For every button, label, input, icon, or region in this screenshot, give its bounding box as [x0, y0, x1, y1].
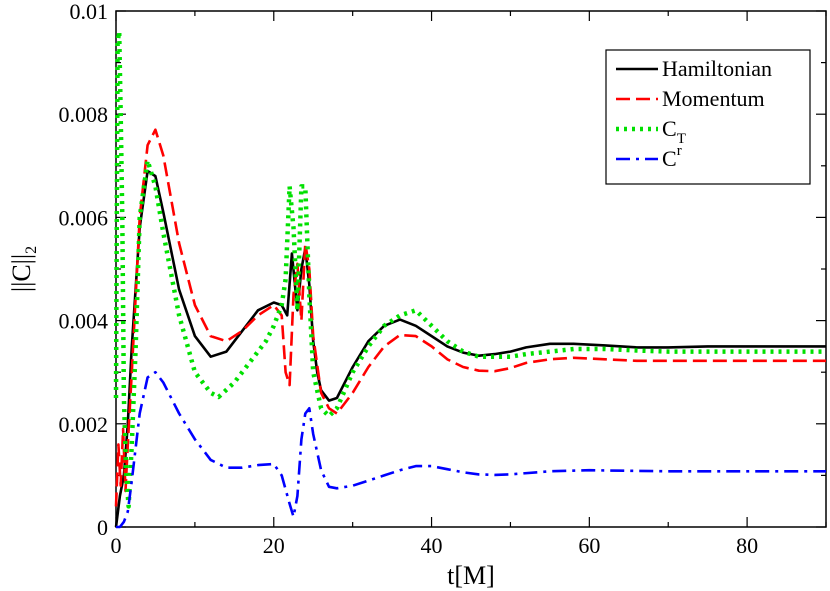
y-axis-label-main: ||C||: [7, 254, 36, 292]
legend-label-base: Hamiltonian: [662, 56, 772, 81]
y-tick-label: 0.002: [59, 412, 109, 437]
y-tick-label: 0.006: [59, 205, 109, 230]
series-line-c-t: [113, 29, 826, 509]
legend-label: Momentum: [662, 86, 765, 111]
x-tick-label: 40: [421, 533, 443, 558]
legend-label: Hamiltonian: [662, 56, 772, 81]
legend-label-superscript: r: [677, 143, 682, 159]
x-tick-label: 0: [111, 533, 122, 558]
legend-label: CT: [662, 116, 686, 147]
series-line-momentum: [114, 128, 826, 507]
y-tick-label: 0: [97, 515, 108, 540]
y-axis-label: ||C||2: [7, 246, 40, 292]
tick-labels: 0 20 40 60 80 0 0.002 0.004 0.006 0.008 0.01: [59, 0, 759, 558]
y-tick-label: 0.008: [59, 102, 109, 127]
y-tick-label: 0.004: [59, 309, 109, 334]
legend-label-base: Momentum: [662, 86, 765, 111]
y-axis-label-subscript: 2: [23, 246, 40, 254]
legend-label-base: C: [662, 146, 677, 171]
series-lines: [113, 29, 826, 529]
x-axis-label: t[M]: [447, 561, 495, 590]
x-tick-label: 80: [736, 533, 758, 558]
x-tick-label: 20: [263, 533, 285, 558]
legend-label: Cr: [662, 143, 682, 171]
legend-box: [605, 49, 811, 185]
legend-label-base: C: [662, 116, 677, 141]
series-line-c-r: [116, 370, 826, 529]
legend-label-subscript: T: [677, 131, 686, 147]
x-tick-label: 60: [578, 533, 600, 558]
y-tick-label: 0.01: [70, 0, 109, 24]
